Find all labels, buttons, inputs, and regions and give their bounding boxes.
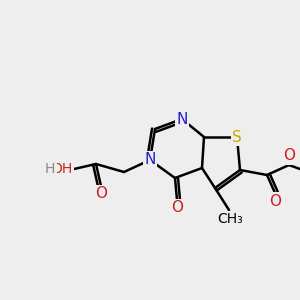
Text: N: N [176, 112, 188, 127]
Text: N: N [144, 152, 156, 167]
Text: O: O [269, 194, 281, 208]
Text: O: O [171, 200, 183, 215]
Text: H: H [45, 162, 55, 176]
Text: S: S [232, 130, 242, 145]
Text: O: O [283, 148, 295, 164]
Text: OH: OH [51, 162, 73, 176]
Text: O: O [95, 187, 107, 202]
Text: CH₃: CH₃ [217, 212, 243, 226]
